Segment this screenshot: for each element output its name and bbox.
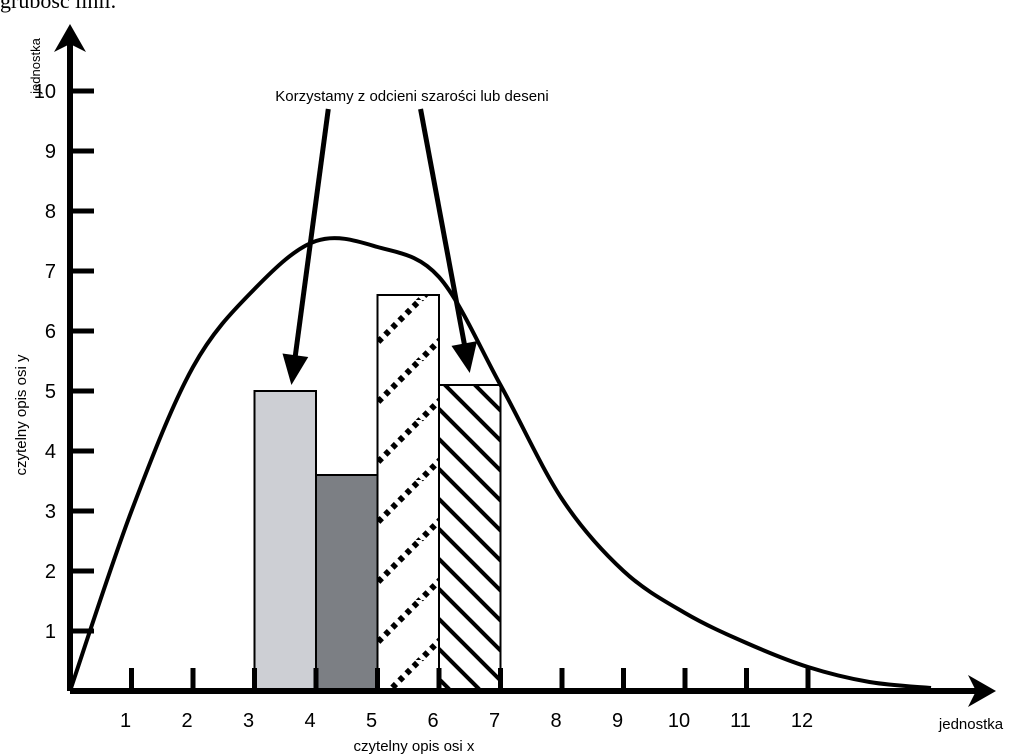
annotation-arrow-1-head [282, 353, 309, 385]
y-tick-label-5: 5 [45, 381, 56, 403]
y-axis-title: czytelny opis osi y [13, 354, 30, 475]
bar-4 [438, 384, 502, 692]
x-axis-arrowhead [968, 675, 996, 707]
x-tick-label-4: 4 [304, 710, 315, 732]
x-tick-label-1: 1 [120, 710, 131, 732]
y-ticks-group: 1 2 3 4 5 6 7 8 9 10 [34, 81, 94, 643]
x-ticks-group: 1 2 3 4 5 6 7 8 9 10 11 12 [120, 668, 813, 732]
curve-group [68, 236, 932, 692]
y-tick-label-2: 2 [45, 561, 56, 583]
annotation-arrow-2-head [451, 341, 478, 373]
bar-2 [315, 474, 379, 692]
x-tick-label-10: 10 [668, 710, 690, 732]
curve-line [68, 236, 932, 692]
x-tick-label-7: 7 [489, 710, 500, 732]
bar-3 [376, 294, 440, 692]
x-tick-label-8: 8 [550, 710, 561, 732]
y-axis-arrowhead [54, 24, 86, 52]
annotation-arrow-2-shaft [418, 108, 469, 353]
x-tick-label-9: 9 [612, 710, 623, 732]
y-unit-label: jednostka [28, 37, 43, 94]
y-tick-label-1: 1 [45, 621, 56, 643]
annotation-text: Korzystamy z odcieni szarości lub deseni [275, 88, 548, 105]
bars-group [253, 294, 502, 692]
x-tick-label-2: 2 [181, 710, 192, 732]
annotation-arrows [282, 108, 478, 385]
caption-fragment: grubość linii. [0, 0, 117, 13]
annotation-arrow-1-shaft [291, 108, 331, 364]
x-tick-label-5: 5 [366, 710, 377, 732]
bar-1 [253, 390, 317, 692]
x-axis-title: czytelny opis osi x [354, 738, 475, 754]
x-tick-label-11: 11 [730, 710, 751, 732]
x-unit-label: jednostka [938, 716, 1004, 733]
x-tick-label-6: 6 [427, 710, 438, 732]
y-tick-label-10: 10 [34, 81, 56, 103]
y-tick-label-3: 3 [45, 501, 56, 523]
x-tick-label-3: 3 [243, 710, 254, 732]
y-tick-label-7: 7 [45, 261, 56, 283]
y-tick-label-6: 6 [45, 321, 56, 343]
y-tick-label-9: 9 [45, 141, 56, 163]
y-tick-label-8: 8 [45, 201, 56, 223]
y-tick-label-4: 4 [45, 441, 56, 463]
x-tick-label-12: 12 [791, 710, 813, 732]
